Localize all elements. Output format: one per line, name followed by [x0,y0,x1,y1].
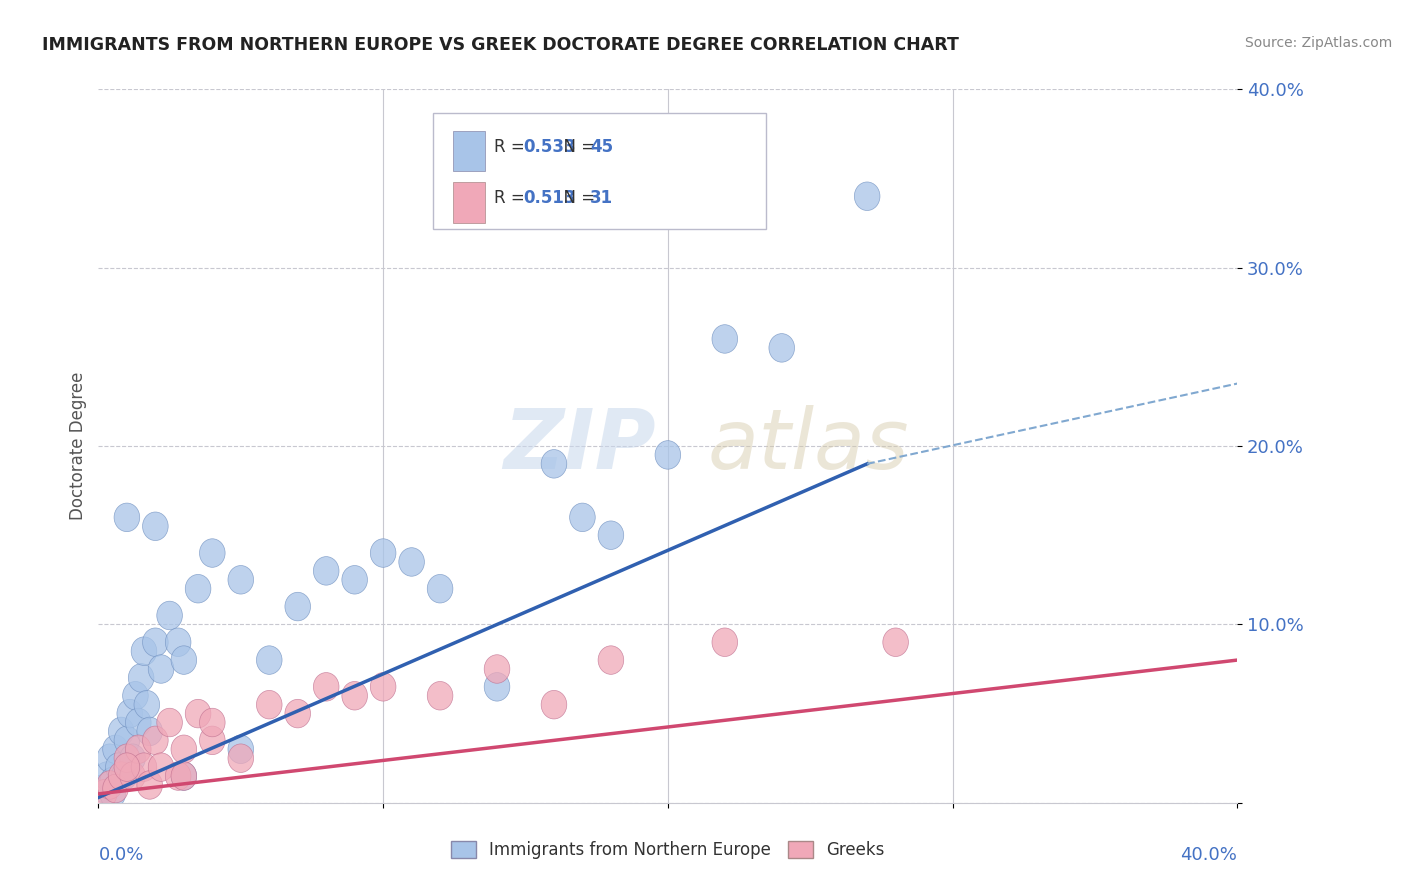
Ellipse shape [120,744,145,772]
Ellipse shape [256,646,283,674]
Ellipse shape [370,539,396,567]
Ellipse shape [484,673,510,701]
Ellipse shape [711,628,738,657]
Text: atlas: atlas [707,406,910,486]
Text: 45: 45 [591,138,613,156]
Ellipse shape [342,566,367,594]
Ellipse shape [598,521,624,549]
Text: 31: 31 [591,189,613,207]
Ellipse shape [114,744,139,772]
Ellipse shape [142,726,169,755]
Ellipse shape [97,771,122,799]
Text: Source: ZipAtlas.com: Source: ZipAtlas.com [1244,36,1392,50]
Ellipse shape [131,753,157,781]
Ellipse shape [172,762,197,790]
Ellipse shape [285,699,311,728]
Ellipse shape [103,774,128,803]
Y-axis label: Doctorate Degree: Doctorate Degree [69,372,87,520]
Ellipse shape [111,762,136,790]
Ellipse shape [131,637,157,665]
Ellipse shape [399,548,425,576]
Text: 0.533: 0.533 [523,138,575,156]
Text: ZIP: ZIP [503,406,655,486]
Ellipse shape [117,699,142,728]
Ellipse shape [166,762,191,790]
Ellipse shape [120,762,145,790]
Ellipse shape [125,735,150,764]
Ellipse shape [157,601,183,630]
Ellipse shape [148,753,174,781]
Ellipse shape [172,762,197,790]
Text: N =: N = [554,138,600,156]
Ellipse shape [97,744,122,772]
Ellipse shape [100,780,125,808]
Ellipse shape [114,726,139,755]
Ellipse shape [883,628,908,657]
Ellipse shape [134,690,160,719]
Ellipse shape [370,673,396,701]
Ellipse shape [157,708,183,737]
Ellipse shape [256,690,283,719]
Ellipse shape [108,717,134,746]
Ellipse shape [484,655,510,683]
Ellipse shape [200,539,225,567]
Ellipse shape [166,628,191,657]
Ellipse shape [186,699,211,728]
Text: 0.513: 0.513 [523,189,575,207]
Ellipse shape [314,673,339,701]
Ellipse shape [103,735,128,764]
Ellipse shape [200,726,225,755]
Legend: Immigrants from Northern Europe, Greeks: Immigrants from Northern Europe, Greeks [444,834,891,866]
Ellipse shape [427,574,453,603]
Ellipse shape [91,774,117,803]
Ellipse shape [711,325,738,353]
Ellipse shape [114,753,139,781]
Ellipse shape [769,334,794,362]
Ellipse shape [108,762,134,790]
Text: N =: N = [554,189,600,207]
Ellipse shape [598,646,624,674]
Ellipse shape [105,753,131,781]
Ellipse shape [136,717,163,746]
Ellipse shape [427,681,453,710]
Ellipse shape [541,450,567,478]
Text: 40.0%: 40.0% [1181,846,1237,863]
Ellipse shape [128,664,153,692]
Text: IMMIGRANTS FROM NORTHERN EUROPE VS GREEK DOCTORATE DEGREE CORRELATION CHART: IMMIGRANTS FROM NORTHERN EUROPE VS GREEK… [42,36,959,54]
Ellipse shape [314,557,339,585]
Text: R =: R = [495,138,530,156]
Ellipse shape [655,441,681,469]
Ellipse shape [172,646,197,674]
Ellipse shape [142,628,169,657]
Ellipse shape [136,771,163,799]
Ellipse shape [148,655,174,683]
Ellipse shape [228,566,253,594]
Ellipse shape [855,182,880,211]
Ellipse shape [94,762,120,790]
Ellipse shape [100,767,125,796]
Ellipse shape [342,681,367,710]
Ellipse shape [200,708,225,737]
Ellipse shape [122,681,148,710]
Ellipse shape [186,574,211,603]
Ellipse shape [91,780,117,808]
Ellipse shape [228,735,253,764]
Text: 0.0%: 0.0% [98,846,143,863]
Ellipse shape [541,690,567,719]
Ellipse shape [142,512,169,541]
Ellipse shape [569,503,595,532]
Ellipse shape [125,708,150,737]
Text: R =: R = [495,189,530,207]
Ellipse shape [285,592,311,621]
Ellipse shape [114,503,139,532]
Ellipse shape [172,735,197,764]
Ellipse shape [228,744,253,772]
